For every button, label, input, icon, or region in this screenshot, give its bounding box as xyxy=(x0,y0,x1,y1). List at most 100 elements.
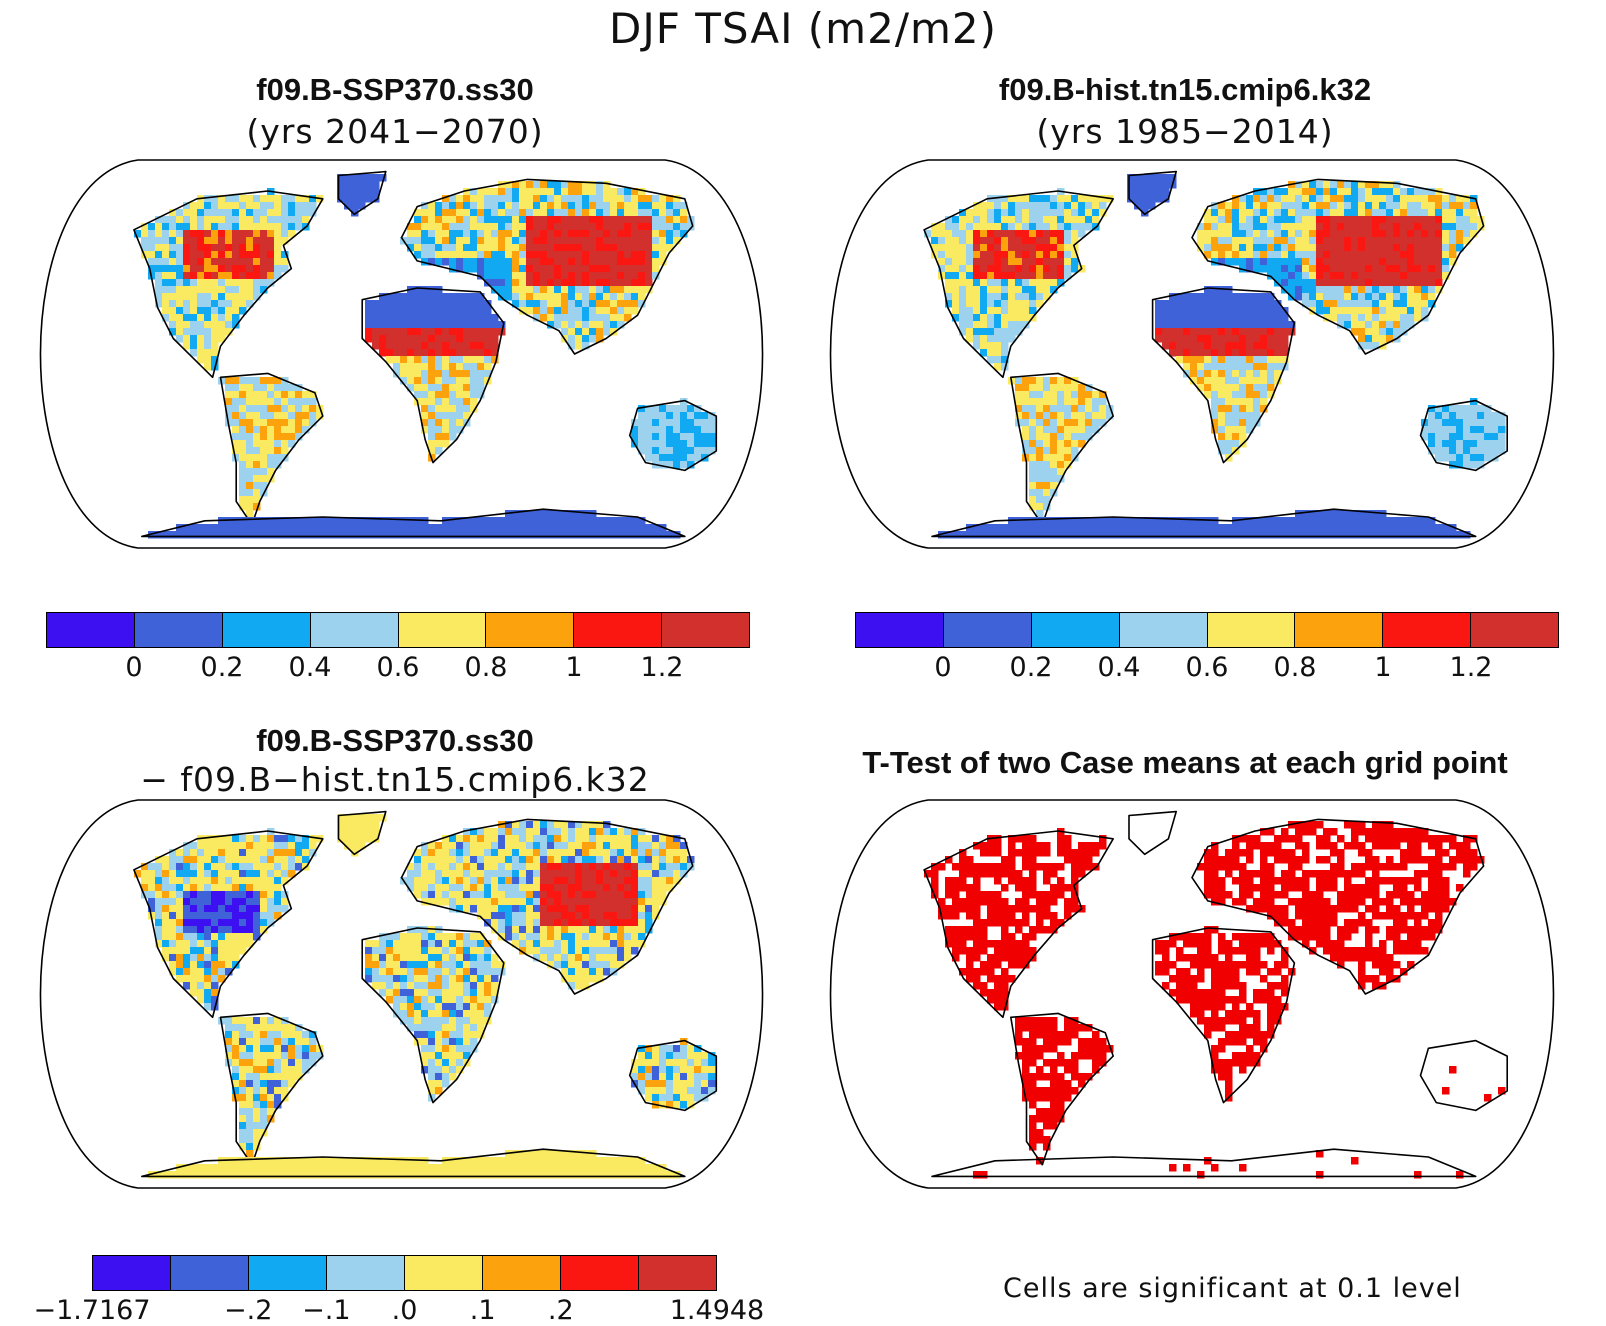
coastline xyxy=(628,1039,718,1112)
figure-title: DJF TSAI (m2/m2) xyxy=(609,4,997,53)
colorbar-tick-label: .0 xyxy=(391,1295,418,1326)
significance-note: Cells are significant at 0.1 level xyxy=(1003,1273,1462,1304)
coastline xyxy=(931,1148,1477,1178)
colorbar-tick-label: −.2 xyxy=(224,1295,273,1326)
coastline xyxy=(1009,372,1114,526)
colorbar-swatch xyxy=(327,1256,405,1290)
continent-greenland xyxy=(1127,170,1177,217)
colorbar-tick-label: 0 xyxy=(125,652,143,683)
map-border xyxy=(829,799,1555,1189)
colorbar-tick-label: 1 xyxy=(565,652,583,683)
map-border xyxy=(39,159,764,549)
coastline xyxy=(141,508,686,538)
colorbar-swatch xyxy=(574,613,663,647)
colorbar-tick-label: 1.2 xyxy=(640,652,684,683)
map-border xyxy=(39,799,764,1189)
colorbar-swatch xyxy=(222,613,311,647)
panel-historical-title: f09.B-hist.tn15.cmip6.k32 xyxy=(998,72,1372,107)
continent-australia xyxy=(628,1038,718,1112)
continent-greenland xyxy=(1128,810,1177,856)
colorbar-swatch xyxy=(310,613,399,647)
colorbar-tick-label: 0.4 xyxy=(1097,652,1141,683)
colorbar-swatch xyxy=(486,613,575,647)
colorbar-tick-label: 0.6 xyxy=(1185,652,1229,683)
coastline xyxy=(1151,927,1296,1104)
map-future xyxy=(39,159,764,549)
panel-difference-subtitle: − f09.B−hist.tn15.cmip6.k32 xyxy=(140,760,650,799)
coastline xyxy=(1009,1012,1114,1166)
colorbar-tick-label: .2 xyxy=(547,1295,574,1326)
colorbar-swatch xyxy=(1031,613,1120,647)
colorbar-future-labels: 0 0.2 0.4 0.6 0.8 1 1.2 xyxy=(46,652,750,686)
continent-namerica xyxy=(923,188,1114,379)
colorbar-historical-labels: 0 0.2 0.4 0.6 0.8 1 1.2 xyxy=(855,652,1559,686)
coastline xyxy=(133,190,324,379)
continent-samerica xyxy=(1009,1012,1114,1166)
colorbar-swatch xyxy=(943,613,1032,647)
panel-ttest-title: T-Test of two Case means at each grid po… xyxy=(862,745,1508,780)
continent-eurasia xyxy=(400,818,695,995)
coastline xyxy=(400,178,694,355)
coastline xyxy=(400,818,694,995)
colorbar-historical xyxy=(855,612,1559,648)
panel-future-subtitle: (yrs 2041−2070) xyxy=(246,112,544,151)
map-historical xyxy=(829,159,1555,549)
colorbar-swatch xyxy=(1119,613,1208,647)
colorbar-swatch xyxy=(561,1256,639,1290)
map-ttest xyxy=(829,799,1555,1189)
colorbar-tick-label: 0 xyxy=(934,652,952,683)
colorbar-difference-labels: −1.7167 −.2 −.1 .0 .1 .2 1.4948 xyxy=(33,1295,764,1326)
continent-namerica xyxy=(923,828,1114,1019)
panel-future-title: f09.B-SSP370.ss30 xyxy=(256,72,534,107)
continent-greenland xyxy=(337,170,387,217)
colorbar-tick-label: −1.7167 xyxy=(33,1295,151,1326)
colorbar-tick-label: 0.6 xyxy=(376,652,420,683)
continent-samerica xyxy=(218,1012,324,1166)
colorbar-tick-label: 1.4948 xyxy=(669,1295,765,1326)
continent-australia xyxy=(1419,1039,1508,1112)
colorbar-swatch xyxy=(93,1256,171,1290)
continent-greenland xyxy=(337,810,387,857)
colorbar-swatch xyxy=(1295,613,1384,647)
colorbar-swatch xyxy=(171,1256,249,1290)
continent-africa xyxy=(361,286,506,464)
coastline xyxy=(133,830,324,1019)
continent-australia xyxy=(1419,398,1508,472)
coastline xyxy=(361,927,505,1104)
continent-eurasia xyxy=(400,178,695,355)
map-border xyxy=(829,159,1555,549)
continent-eurasia xyxy=(1191,818,1485,995)
continent-namerica xyxy=(133,188,324,379)
coastline xyxy=(1191,178,1485,355)
coastline xyxy=(923,190,1114,379)
colorbar-swatch xyxy=(134,613,223,647)
colorbar-swatch xyxy=(405,1256,483,1290)
coastline xyxy=(923,830,1114,1019)
continent-samerica xyxy=(218,372,324,526)
coastline xyxy=(337,170,387,216)
colorbar-tick-label: 1 xyxy=(1374,652,1392,683)
continent-antarctica xyxy=(931,1148,1477,1179)
continent-antarctica xyxy=(141,1148,686,1179)
panel-difference-title: f09.B-SSP370.ss30 xyxy=(256,723,534,758)
coastline xyxy=(219,1012,324,1166)
colorbar-swatch xyxy=(1471,613,1558,647)
colorbar-swatch xyxy=(1207,613,1296,647)
colorbar-swatch xyxy=(398,613,487,647)
colorbar-tick-label: 0.4 xyxy=(288,652,332,683)
continent-samerica xyxy=(1008,372,1114,526)
colorbar-swatch xyxy=(1383,613,1472,647)
continent-namerica xyxy=(133,828,324,1019)
continent-africa xyxy=(1151,926,1296,1104)
colorbar-tick-label: 1.2 xyxy=(1449,652,1493,683)
coastline xyxy=(1419,1039,1508,1112)
continent-australia xyxy=(628,398,718,472)
coastline xyxy=(628,399,718,472)
coastline xyxy=(1128,170,1177,216)
coastline xyxy=(1128,810,1177,856)
colorbar-tick-label: 0.8 xyxy=(1273,652,1317,683)
continent-africa xyxy=(361,926,506,1104)
panel-historical-subtitle: (yrs 1985−2014) xyxy=(1036,112,1334,151)
colorbar-swatch xyxy=(662,613,749,647)
